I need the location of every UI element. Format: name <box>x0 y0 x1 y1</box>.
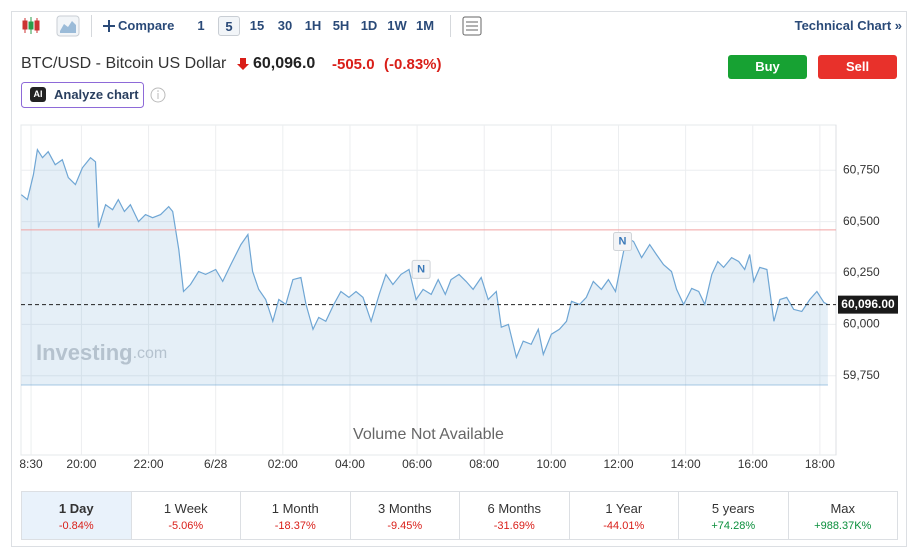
ai-badge-bg <box>30 87 46 102</box>
icon-rect <box>34 20 40 31</box>
watermark-brand: Investing <box>36 340 133 365</box>
period-tab[interactable]: 1 Week -5.06% <box>130 491 241 540</box>
technical-chart-link[interactable]: Technical Chart » <box>794 18 902 33</box>
x-tick-label: 18:00 <box>805 457 835 471</box>
x-tick-label: 8:30 <box>19 457 43 471</box>
period-change: +988.37K% <box>814 520 872 532</box>
period-change: -9.45% <box>387 520 423 532</box>
price-change: -505.0 <box>332 56 375 73</box>
interval-button[interactable]: 1D <box>360 18 378 33</box>
news-marker[interactable] <box>411 259 431 279</box>
icon-rect <box>22 20 28 30</box>
y-tick-label: 59,750 <box>843 368 880 382</box>
period-change: -18.37% <box>274 520 316 532</box>
interval-button[interactable]: 5H <box>332 18 350 33</box>
news-marker-label: N <box>619 235 627 247</box>
period-label: 5 years <box>711 501 755 516</box>
y-tick-label: 60,500 <box>843 214 880 228</box>
compare-button[interactable]: Compare <box>118 18 175 33</box>
watermark-suffix: .com <box>133 345 168 362</box>
x-tick-label: 16:00 <box>738 457 768 471</box>
down-arrow <box>237 58 249 70</box>
analyze-button-border[interactable] <box>21 82 144 108</box>
info-icon-dot <box>157 90 159 92</box>
plot: 59,750 60,000 60,250 60,500 60,750 8:30 20:00 2… <box>19 124 898 471</box>
price-change-percent: (-0.83%) <box>384 56 442 73</box>
period-tab[interactable]: Max +988.37K% <box>787 491 898 540</box>
period-label: 6 Months <box>487 501 541 516</box>
period-change: +74.28% <box>711 520 756 532</box>
period-label: 1 Year <box>605 501 643 516</box>
period-tab[interactable]: 1 Year -44.01% <box>568 491 679 540</box>
candle-icon[interactable] <box>22 17 40 34</box>
area-icon-shape <box>60 21 76 33</box>
volume-note: Volume Not Available <box>353 426 504 443</box>
period-tab[interactable]: 5 years +74.28% <box>678 491 789 540</box>
period-tab[interactable]: 6 Months -31.69% <box>459 491 570 540</box>
buy-button[interactable]: Buy <box>728 55 807 79</box>
period-change: -0.84% <box>58 520 94 532</box>
period-label: Max <box>830 501 856 516</box>
news-marker-label: N <box>417 263 425 275</box>
last-price-box <box>838 295 898 314</box>
x-tick-label: 6/28 <box>204 457 228 471</box>
x-tick-label: 06:00 <box>402 457 432 471</box>
x-tick-label: 12:00 <box>603 457 633 471</box>
interval-button[interactable]: 5 <box>218 16 240 36</box>
watermark: Investing.com <box>36 340 167 365</box>
instrument-name: BTC/USD - Bitcoin US Dollar <box>21 55 227 72</box>
period-label: 3 Months <box>378 501 432 516</box>
x-tick-label: 10:00 <box>536 457 566 471</box>
interval-button[interactable]: 30 <box>277 18 293 33</box>
y-tick-label: 60,250 <box>843 265 880 279</box>
plot-area <box>20 124 837 456</box>
separator <box>91 15 92 37</box>
icon-rect <box>28 21 34 30</box>
period-label: 1 Week <box>163 501 208 516</box>
interval-button[interactable]: 15 <box>249 18 265 33</box>
x-tick-label: 20:00 <box>66 457 96 471</box>
period-tab[interactable]: 1 Month -18.37% <box>240 491 351 540</box>
widget-frame <box>11 11 907 547</box>
settings-icon[interactable] <box>462 16 482 36</box>
price-line <box>20 148 829 360</box>
period-change: -5.06% <box>168 520 204 532</box>
info-icon[interactable] <box>150 87 166 103</box>
price: 60,096.0 <box>253 55 316 72</box>
x-tick-label: 14:00 <box>671 457 701 471</box>
interval-button[interactable]: 1H <box>304 18 322 33</box>
period-label: 1 Month <box>271 501 319 516</box>
last-price-label: 60,096.00 <box>841 297 895 311</box>
ai-badge: AI <box>33 89 43 99</box>
interval-button[interactable]: 1W <box>387 18 407 33</box>
area-fill <box>21 149 828 385</box>
x-tick-label: 02:00 <box>268 457 298 471</box>
x-tick-label: 22:00 <box>134 457 164 471</box>
sell-button[interactable]: Sell <box>818 55 897 79</box>
news-marker[interactable] <box>613 231 633 251</box>
x-tick-label: 04:00 <box>335 457 365 471</box>
x-tick-label: 08:00 <box>469 457 499 471</box>
separator <box>450 15 451 37</box>
period-label: 1 Day <box>58 501 94 516</box>
period-change: -31.69% <box>493 520 535 532</box>
interval-button[interactable]: 1M <box>415 18 435 33</box>
analyze-chart-label[interactable]: Analyze chart <box>54 87 139 102</box>
period-tab[interactable]: 3 Months -9.45% <box>349 491 460 540</box>
period-tab[interactable]: 1 Day -0.84% <box>21 491 132 540</box>
period-change: -44.01% <box>603 520 645 532</box>
y-tick-label: 60,000 <box>843 317 880 331</box>
y-tick-label: 60,750 <box>843 162 880 176</box>
interval-button[interactable]: 1 <box>197 18 205 33</box>
